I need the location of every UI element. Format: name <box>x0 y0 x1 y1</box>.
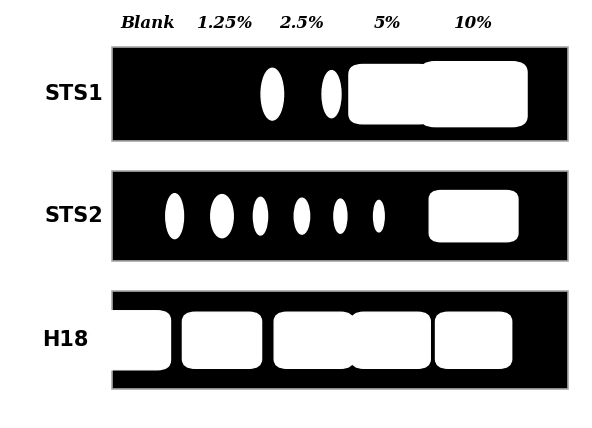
Text: STS1: STS1 <box>45 84 104 104</box>
Ellipse shape <box>166 194 184 239</box>
Ellipse shape <box>294 198 310 234</box>
Bar <box>112 47 568 141</box>
Text: 1.25%: 1.25% <box>197 15 253 32</box>
FancyBboxPatch shape <box>274 312 353 369</box>
FancyBboxPatch shape <box>420 62 527 127</box>
Text: 5%: 5% <box>374 15 401 32</box>
Ellipse shape <box>322 71 341 118</box>
Ellipse shape <box>261 68 284 120</box>
Text: 10%: 10% <box>454 15 493 32</box>
FancyBboxPatch shape <box>351 312 430 369</box>
FancyBboxPatch shape <box>182 312 262 369</box>
FancyBboxPatch shape <box>349 65 433 124</box>
Text: Blank: Blank <box>121 15 175 32</box>
Text: 2.5%: 2.5% <box>279 15 324 32</box>
Text: H18S: H18S <box>42 330 104 350</box>
Bar <box>112 291 568 389</box>
FancyBboxPatch shape <box>429 190 518 242</box>
Ellipse shape <box>211 195 233 238</box>
Text: STS2: STS2 <box>45 206 104 226</box>
Ellipse shape <box>334 199 347 233</box>
Ellipse shape <box>253 197 268 235</box>
FancyBboxPatch shape <box>90 311 170 370</box>
Bar <box>112 171 568 261</box>
FancyBboxPatch shape <box>436 312 511 369</box>
Ellipse shape <box>374 200 384 232</box>
